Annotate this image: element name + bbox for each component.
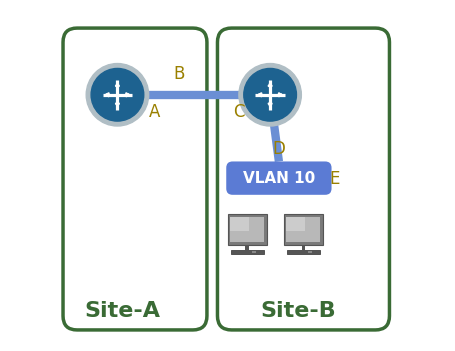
Text: D: D [272, 140, 285, 158]
FancyBboxPatch shape [230, 217, 248, 231]
FancyBboxPatch shape [217, 28, 389, 330]
FancyBboxPatch shape [245, 245, 249, 250]
FancyBboxPatch shape [287, 250, 319, 253]
Text: A: A [148, 103, 160, 121]
Circle shape [243, 68, 296, 121]
Text: C: C [232, 103, 244, 121]
Text: VLAN 10: VLAN 10 [242, 171, 314, 186]
FancyBboxPatch shape [286, 217, 304, 231]
Text: Site-A: Site-A [85, 301, 160, 320]
FancyBboxPatch shape [63, 28, 207, 330]
FancyBboxPatch shape [231, 250, 263, 253]
FancyBboxPatch shape [308, 251, 312, 253]
FancyBboxPatch shape [283, 214, 322, 245]
FancyBboxPatch shape [227, 214, 266, 245]
FancyBboxPatch shape [286, 217, 320, 242]
FancyBboxPatch shape [301, 245, 305, 250]
Text: E: E [329, 170, 339, 188]
Circle shape [238, 64, 301, 126]
FancyBboxPatch shape [230, 217, 264, 242]
Text: Site-B: Site-B [260, 301, 335, 320]
Circle shape [91, 68, 143, 121]
Text: B: B [173, 65, 184, 83]
FancyBboxPatch shape [226, 161, 331, 195]
Circle shape [86, 64, 148, 126]
FancyBboxPatch shape [252, 251, 256, 253]
